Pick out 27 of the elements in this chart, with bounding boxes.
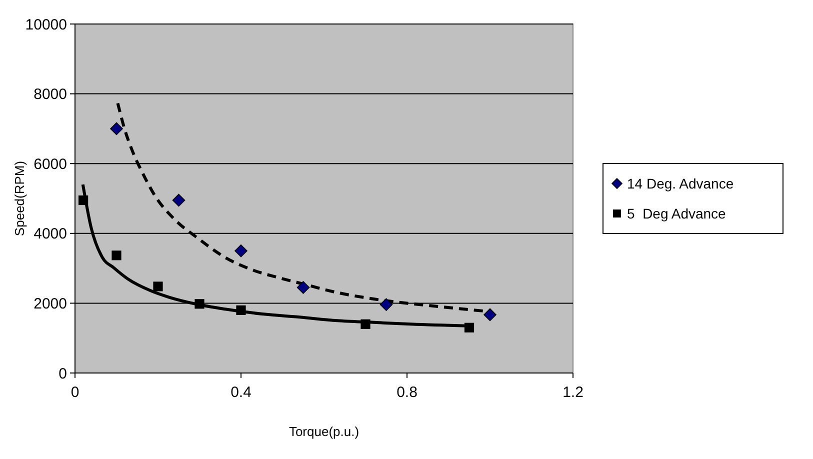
y-tick-label: 0 [58, 365, 67, 382]
point [236, 305, 246, 315]
point [110, 122, 123, 136]
point [380, 298, 393, 311]
y-tick-label: 6000 [34, 156, 67, 173]
point [153, 282, 163, 292]
x-tick-label: 0.8 [396, 384, 418, 401]
point [194, 299, 204, 309]
point [464, 322, 474, 332]
y-tick-label: 8000 [34, 86, 67, 104]
x-tick-label: 0.4 [230, 384, 252, 401]
y-axis-title: Speed(RPM) [12, 160, 27, 236]
y-tick-label: 4000 [34, 226, 67, 243]
point [296, 281, 310, 294]
y-tick-label: 2000 [34, 295, 67, 312]
point [234, 244, 248, 258]
x-tick-label: 1.2 [562, 384, 584, 401]
point [360, 319, 370, 329]
point [172, 194, 186, 207]
y-tick-label: 10000 [25, 16, 67, 34]
point [112, 250, 122, 260]
legend-label: 5 Deg Advance [627, 205, 726, 222]
point [484, 308, 496, 322]
x-tick-label: 0 [70, 384, 80, 401]
legend-label: 14 Deg. Advance [627, 175, 734, 192]
x-axis-title: Torque(p.u.) [288, 424, 360, 439]
point [78, 195, 88, 206]
